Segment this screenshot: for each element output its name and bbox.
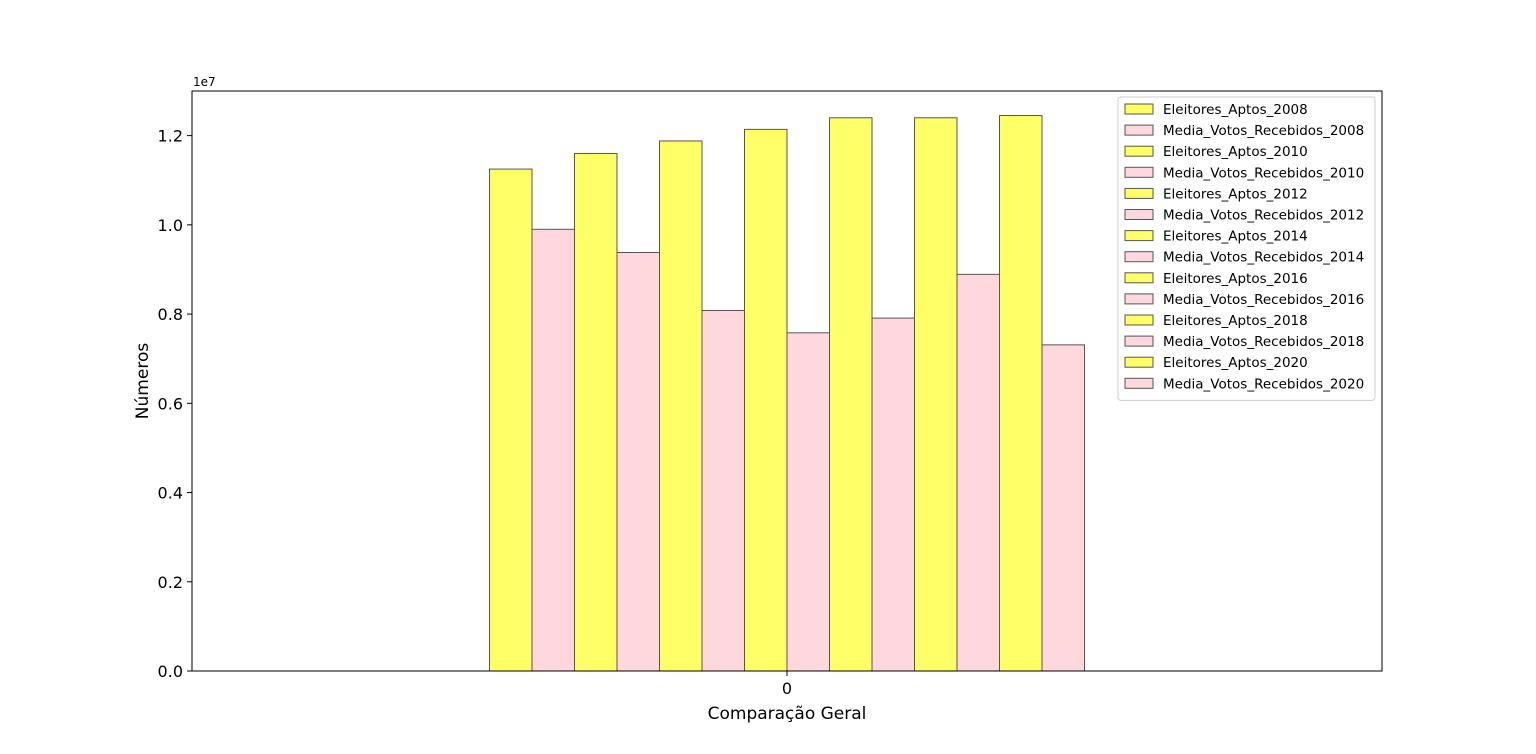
y-tick-label: 1.0 [158, 216, 183, 235]
legend-swatch [1124, 272, 1154, 284]
y-tick-label: 0.6 [158, 394, 183, 413]
x-axis: 0 [782, 671, 792, 698]
bar-media-votos-recebidos-2014 [786, 332, 830, 672]
legend-label: Media_Votos_Recebidos_2016 [1163, 292, 1364, 308]
legend-swatch [1124, 335, 1154, 347]
legend-swatch [1124, 377, 1154, 389]
legend-label: Media_Votos_Recebidos_2010 [1163, 165, 1364, 181]
y-axis-label: Números [133, 343, 153, 420]
legend-label: Media_Votos_Recebidos_2014 [1163, 250, 1364, 266]
legend-swatch [1124, 209, 1154, 220]
bar-eleitores-aptos-2012 [659, 140, 703, 672]
y-axis: 0.0 0.2 0.4 0.6 0.8 1.0 1.2 [158, 127, 192, 681]
legend-swatch [1124, 187, 1154, 199]
bar-media-votos-recebidos-2010 [616, 252, 660, 672]
legend-label: Media_Votos_Recebidos_2020 [1163, 376, 1364, 392]
bar-eleitores-aptos-2016 [829, 117, 873, 672]
bar-eleitores-aptos-2014 [744, 128, 788, 672]
legend-swatch [1124, 293, 1154, 305]
bar-media-votos-recebidos-2008 [531, 228, 575, 672]
bar-eleitores-aptos-2020 [999, 115, 1043, 672]
y-tick-label: 0.0 [158, 662, 183, 681]
bar-media-votos-recebidos-2012 [701, 310, 745, 672]
bar-media-votos-recebidos-2016 [871, 317, 915, 672]
bar-eleitores-aptos-2018 [914, 117, 958, 672]
legend-label: Eleitores_Aptos_2014 [1163, 229, 1308, 245]
y-tick-label: 0.8 [158, 305, 183, 324]
legend-swatch [1124, 124, 1154, 136]
legend-swatch [1124, 230, 1154, 242]
legend-swatch [1124, 166, 1154, 178]
legend-label: Eleitores_Aptos_2016 [1163, 271, 1308, 287]
bar-media-votos-recebidos-2020 [1041, 344, 1085, 672]
legend-label: Media_Votos_Recebidos_2012 [1163, 208, 1364, 224]
legend-label: Eleitores_Aptos_2008 [1163, 102, 1308, 118]
legend-label: Eleitores_Aptos_2020 [1163, 355, 1308, 371]
legend-label: Eleitores_Aptos_2018 [1163, 313, 1308, 329]
y-tick-label: 0.2 [158, 573, 183, 592]
legend-swatch [1124, 314, 1154, 326]
legend: Eleitores_Aptos_2008 Media_Votos_Recebido… [1117, 96, 1376, 401]
y-tick-label: 0.4 [158, 484, 183, 503]
legend-swatch [1124, 251, 1154, 263]
x-tick-label: 0 [782, 679, 792, 698]
legend-swatch [1124, 103, 1154, 115]
legend-box [1117, 96, 1376, 401]
bar-eleitores-aptos-2010 [574, 152, 618, 672]
bars-group [489, 115, 1085, 672]
y-offset-label: 1e7 [193, 75, 216, 89]
legend-label: Eleitores_Aptos_2012 [1163, 186, 1308, 202]
y-tick-label: 1.2 [158, 127, 183, 146]
bar-media-votos-recebidos-2018 [956, 273, 1000, 672]
x-axis-label: Comparação Geral [708, 704, 867, 724]
legend-label: Media_Votos_Recebidos_2018 [1163, 334, 1364, 350]
bar-eleitores-aptos-2008 [489, 168, 533, 672]
legend-label: Eleitores_Aptos_2010 [1163, 144, 1308, 160]
legend-swatch [1124, 356, 1154, 368]
legend-swatch [1124, 145, 1154, 157]
legend-label: Media_Votos_Recebidos_2008 [1163, 123, 1364, 139]
